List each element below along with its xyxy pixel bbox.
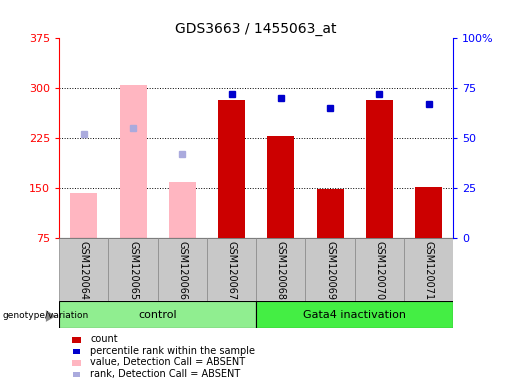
Text: GSM120068: GSM120068 <box>276 241 286 300</box>
Text: value, Detection Call = ABSENT: value, Detection Call = ABSENT <box>90 358 245 367</box>
Bar <box>59 301 256 328</box>
Bar <box>355 238 404 301</box>
Text: GSM120067: GSM120067 <box>227 241 236 300</box>
Bar <box>366 99 393 238</box>
Bar <box>158 238 207 301</box>
Bar <box>71 193 97 238</box>
Bar <box>415 187 442 238</box>
Title: GDS3663 / 1455063_at: GDS3663 / 1455063_at <box>176 22 337 36</box>
Text: GSM120065: GSM120065 <box>128 241 138 300</box>
Text: count: count <box>90 334 118 344</box>
Bar <box>267 136 295 238</box>
Bar <box>169 182 196 238</box>
Bar <box>256 301 453 328</box>
Text: GSM120071: GSM120071 <box>423 241 434 300</box>
Bar <box>109 238 158 301</box>
Text: percentile rank within the sample: percentile rank within the sample <box>90 346 255 356</box>
Bar <box>317 189 344 238</box>
Text: Gata4 inactivation: Gata4 inactivation <box>303 310 406 320</box>
Bar <box>305 238 355 301</box>
Bar <box>59 238 109 301</box>
Text: rank, Detection Call = ABSENT: rank, Detection Call = ABSENT <box>90 369 241 379</box>
Text: GSM120070: GSM120070 <box>374 241 384 300</box>
Bar <box>218 99 245 238</box>
Bar <box>404 238 453 301</box>
Bar <box>256 238 305 301</box>
Polygon shape <box>46 310 56 322</box>
Text: GSM120069: GSM120069 <box>325 241 335 300</box>
Bar <box>207 238 256 301</box>
Bar <box>119 85 147 238</box>
Text: control: control <box>139 310 177 320</box>
Text: GSM120066: GSM120066 <box>177 241 187 300</box>
Text: genotype/variation: genotype/variation <box>3 311 89 320</box>
Text: GSM120064: GSM120064 <box>79 241 89 300</box>
